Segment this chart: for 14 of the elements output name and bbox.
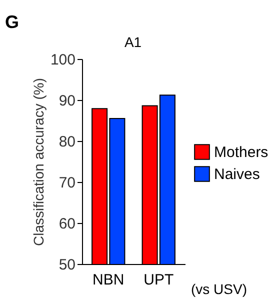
y-tick-label: 90 (58, 92, 76, 110)
x-tick-label: NBN (92, 272, 124, 288)
y-axis-title: Classification accuracy (%) (30, 78, 46, 246)
text: (vs USV) (191, 281, 247, 297)
y-tick-label: 70 (58, 174, 76, 192)
text: G (4, 12, 20, 32)
y-tick-label: 100 (50, 52, 76, 68)
y-tick-label: 50 (58, 256, 76, 274)
legend-label: Naives (214, 166, 260, 183)
chart-title: A1 (124, 34, 142, 50)
y-tick-label: 60 (58, 216, 76, 232)
legend-label: Mothers (214, 144, 268, 161)
x-tick-label: UPT (144, 272, 174, 288)
y-tick-label: 80 (58, 134, 76, 150)
